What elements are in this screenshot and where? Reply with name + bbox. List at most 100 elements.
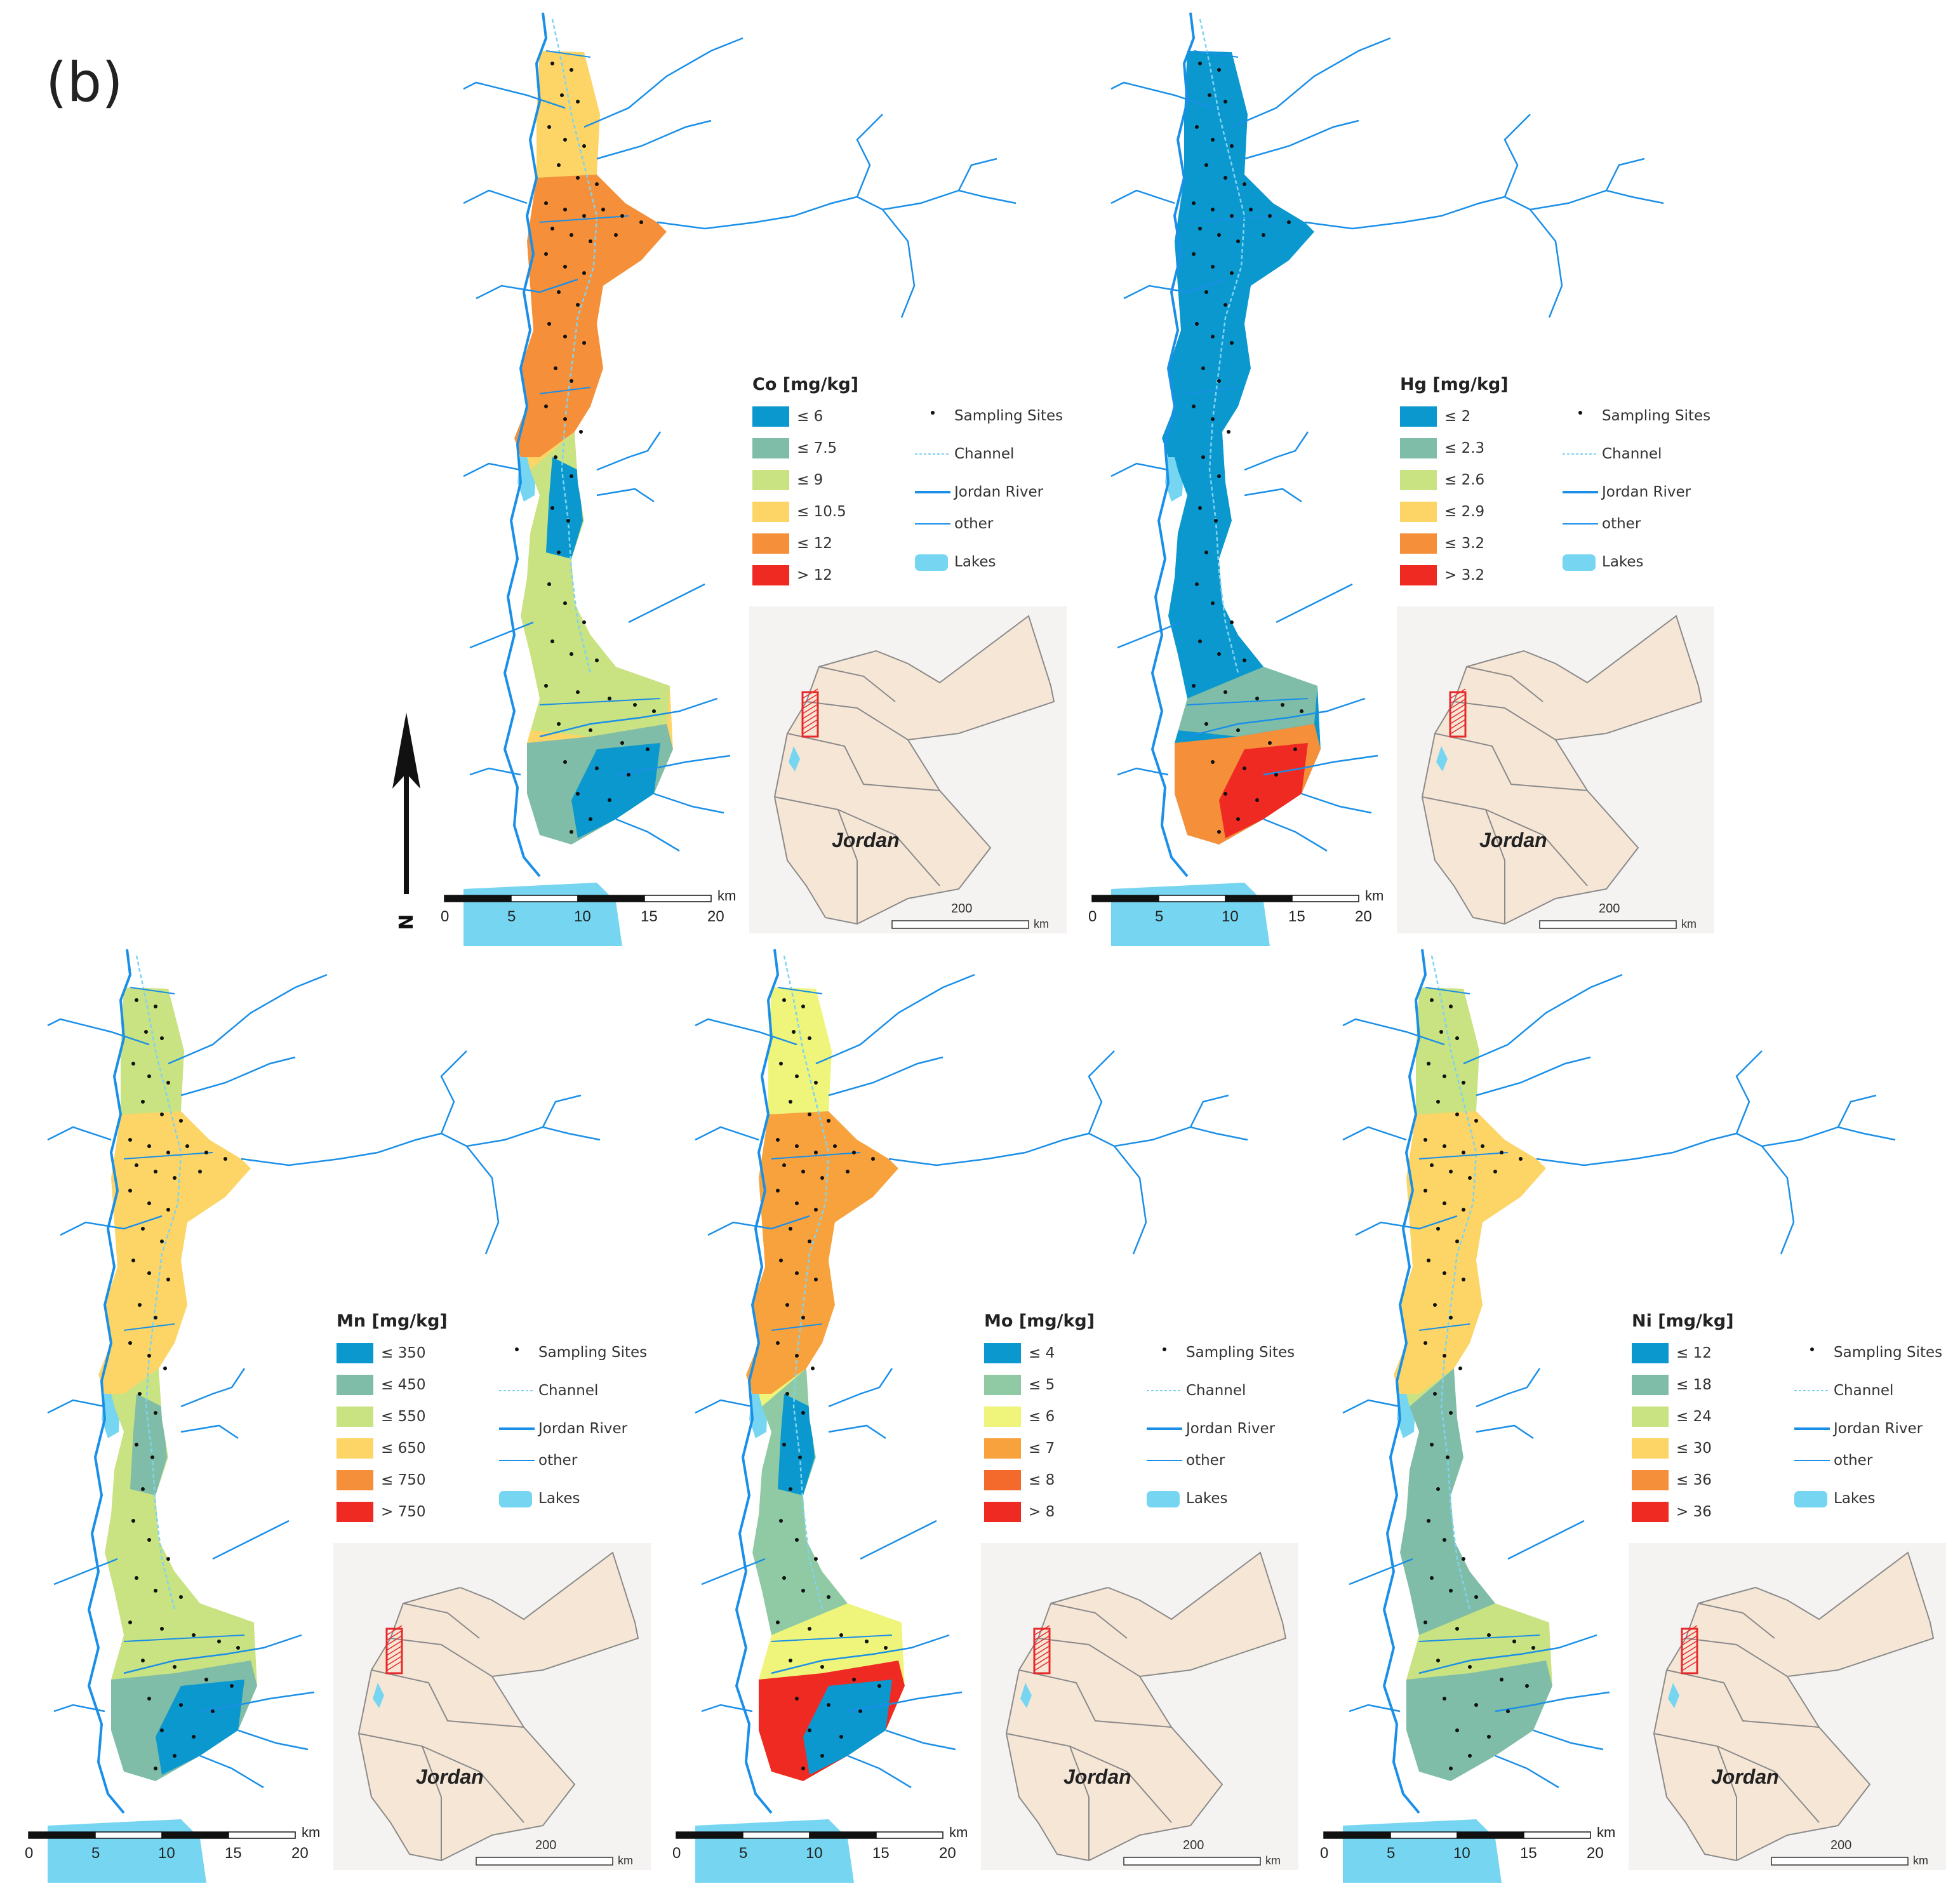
sampling-site-point — [1443, 1354, 1446, 1358]
legend-ref-sampling-sites: Sampling Sites — [1559, 406, 1710, 425]
lake-shape — [1343, 1819, 1502, 1883]
sampling-site-point — [782, 1443, 786, 1447]
sampling-site-point — [550, 506, 554, 510]
sampling-site-point — [166, 1151, 170, 1154]
inset-scale-value: 200 — [1183, 1838, 1204, 1852]
sampling-site-point — [1192, 252, 1196, 256]
interpolation-zone — [1394, 1111, 1546, 1394]
sampling-site-point — [128, 1341, 132, 1345]
sampling-site-point — [1427, 1519, 1430, 1523]
sampling-site-point — [1230, 620, 1234, 624]
tributary-line — [542, 1094, 582, 1128]
legend-ref-label: Sampling Sites — [538, 1344, 648, 1361]
sampling-site-point — [877, 1684, 881, 1688]
tributary-line — [1088, 1050, 1115, 1134]
lakes-symbol-icon — [911, 552, 954, 571]
legend-title: Hg [mg/kg] — [1400, 375, 1509, 394]
interpolation-zone — [1406, 1603, 1549, 1680]
sampling-site-point — [814, 1151, 818, 1154]
tributary-line — [596, 431, 662, 471]
tributary-line — [469, 621, 534, 649]
tributary-line — [440, 1050, 467, 1134]
legend-ref-label: Lakes — [954, 554, 996, 570]
tributary-line — [701, 1558, 766, 1586]
sampling-site-point — [135, 1443, 138, 1447]
channel-line — [783, 955, 830, 1610]
sampling-site-point — [1500, 1678, 1503, 1681]
sampling-site-point — [1195, 582, 1199, 586]
interpolation-zone — [156, 1680, 244, 1775]
sampling-site-point — [1443, 1144, 1446, 1148]
sampling-site-point — [1268, 741, 1272, 745]
interpolation-zone — [514, 175, 667, 457]
sampling-site-point — [789, 1227, 792, 1231]
sampling-site-point — [871, 1157, 875, 1161]
sampling-site-point — [1195, 125, 1199, 129]
sampling-site-point — [582, 271, 586, 275]
tributary-line — [882, 209, 916, 318]
interpolation-zone — [778, 1394, 815, 1495]
sampling-site-point — [1423, 1341, 1427, 1345]
legend-class-item: ≤ 350 — [337, 1343, 425, 1363]
tributary-line — [771, 1634, 950, 1674]
sampling-site-point — [1223, 100, 1227, 104]
channel-symbol-icon — [495, 1381, 538, 1400]
sampling-site-point — [147, 1201, 151, 1205]
sampling-site-point — [1519, 1157, 1523, 1161]
sampling-site-point — [627, 773, 630, 777]
sampling-site-point — [1423, 1621, 1427, 1624]
tributary-line — [53, 1558, 118, 1586]
tributary-line — [1187, 697, 1366, 738]
sampling-site-point — [776, 1621, 780, 1624]
map-mn — [28, 949, 601, 1883]
sampling-site-point — [141, 1100, 145, 1104]
sampling-site-point — [217, 1640, 221, 1643]
sampling-site-point — [865, 1640, 869, 1643]
tributary-line — [1244, 488, 1302, 503]
legend-swatch — [752, 470, 789, 490]
sampling-site-point — [801, 1170, 805, 1173]
tributary-line — [463, 189, 528, 204]
sampling-site-point — [795, 1354, 799, 1358]
sampling-site-point — [1436, 1659, 1440, 1662]
sampling-site-point — [192, 1735, 196, 1739]
tributary-line — [707, 1215, 810, 1236]
interpolation-zone — [1451, 1680, 1540, 1775]
sampling-site-point — [550, 62, 554, 65]
other-symbol-icon — [1143, 1451, 1186, 1470]
sampling-site-point — [814, 1557, 818, 1561]
lake-shape — [1436, 746, 1448, 772]
legend-class-label: ≤ 650 — [381, 1440, 426, 1457]
sampling-site-point — [563, 335, 567, 338]
sampling-site-point — [589, 728, 592, 732]
sampling-site-point — [1268, 214, 1272, 218]
legend-class-label: ≤ 7 — [1029, 1440, 1055, 1457]
legend-ref-lakes: Lakes — [911, 552, 996, 571]
sampling-site-point — [1493, 1170, 1497, 1173]
legend-title: Co [mg/kg] — [752, 375, 859, 394]
scalebar — [1091, 895, 1359, 902]
scale-tick-label: 10 — [158, 1845, 175, 1862]
legend-swatch — [984, 1343, 1021, 1363]
tributary-line — [1503, 114, 1531, 197]
legend-swatch — [984, 1470, 1021, 1490]
tributary-line — [847, 1754, 912, 1789]
interpolation-zone — [803, 1680, 892, 1775]
sampling-site-point — [1192, 404, 1196, 408]
sampling-site-point — [1449, 1589, 1453, 1593]
legend-swatch — [1400, 565, 1437, 585]
sampling-site-point — [1262, 233, 1265, 237]
sampling-site-point — [230, 1684, 234, 1688]
sampling-site-point — [1236, 817, 1240, 821]
jordan-river-symbol-icon — [911, 483, 954, 502]
legend-ref-label: Channel — [1602, 446, 1662, 462]
sampling-site-point — [827, 1703, 830, 1707]
sampling-site-point — [1211, 601, 1215, 605]
legend-class-item: > 8 — [984, 1502, 1055, 1522]
tributary-line — [199, 1754, 264, 1789]
sampling-site-point — [570, 830, 573, 834]
legend-title: Ni [mg/kg] — [1632, 1311, 1734, 1331]
interpolation-zone — [111, 1603, 254, 1680]
sampling-site-point — [1449, 1411, 1453, 1415]
tributary-line — [539, 50, 661, 705]
